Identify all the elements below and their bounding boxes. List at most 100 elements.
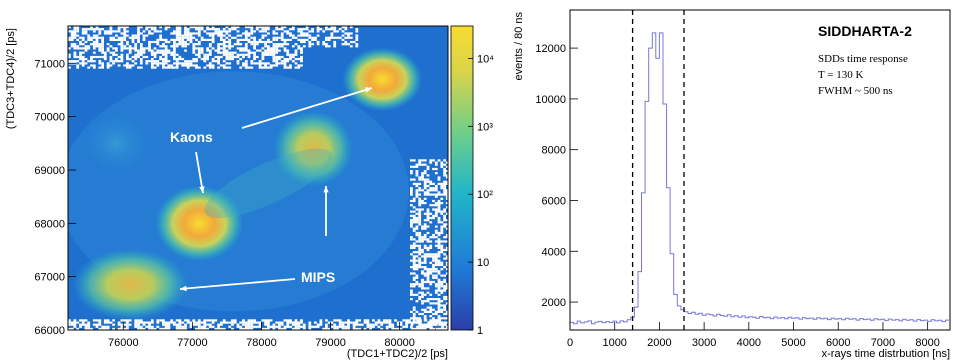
- sparse-bin: [429, 244, 433, 247]
- sparse-bin: [178, 62, 182, 65]
- sparse-bin: [208, 323, 212, 326]
- sparse-bin: [137, 319, 140, 322]
- sparse-bin: [445, 302, 448, 305]
- sparse-bin: [139, 319, 143, 322]
- sparse-bin: [418, 219, 422, 222]
- sparse-bin: [101, 45, 104, 48]
- sparse-bin: [283, 319, 287, 322]
- sparse-bin: [437, 306, 441, 309]
- sparse-bin: [101, 325, 104, 328]
- sparse-bin: [192, 47, 196, 50]
- sparse-bin: [358, 323, 361, 326]
- sparse-bin: [79, 325, 82, 328]
- sparse-bin: [347, 323, 350, 326]
- sparse-bin: [76, 47, 80, 50]
- sparse-bin: [142, 321, 146, 324]
- sparse-bin: [443, 167, 446, 171]
- sparse-bin: [419, 319, 422, 322]
- sparse-bin: [297, 327, 301, 330]
- sparse-bin: [327, 327, 331, 330]
- sparse-bin: [275, 64, 279, 67]
- sparse-bin: [426, 191, 430, 194]
- sparse-bin: [440, 283, 444, 286]
- sparse-bin: [429, 298, 433, 301]
- sparse-bin: [68, 26, 71, 29]
- sparse-bin: [87, 28, 91, 31]
- sparse-bin: [426, 246, 430, 249]
- sparse-bin: [195, 58, 198, 61]
- sparse-bin: [349, 321, 353, 324]
- sparse-bin: [424, 319, 428, 322]
- sparse-bin: [225, 53, 229, 56]
- sparse-bin: [434, 172, 438, 175]
- sparse-bin: [418, 197, 422, 200]
- sparse-bin: [418, 259, 422, 262]
- sparse-bin: [242, 327, 245, 330]
- sparse-bin: [421, 248, 424, 252]
- sparse-bin: [410, 293, 413, 296]
- sparse-bin: [426, 274, 430, 277]
- sparse-bin: [173, 323, 176, 326]
- sparse-bin: [247, 319, 251, 322]
- sparse-bin: [228, 325, 232, 328]
- sparse-bin: [415, 174, 419, 177]
- sparse-bin: [415, 170, 419, 173]
- sparse-bin: [255, 55, 259, 59]
- sparse-bin: [81, 64, 85, 67]
- sparse-bin: [372, 325, 375, 328]
- sparse-bin: [258, 49, 262, 52]
- sparse-bin: [426, 214, 430, 217]
- sparse-bin: [410, 321, 414, 324]
- sparse-bin: [289, 64, 292, 67]
- sparse-bin: [426, 310, 430, 313]
- sparse-bin: [418, 231, 422, 235]
- sparse-bin: [137, 30, 140, 33]
- sparse-bin: [426, 167, 430, 171]
- sparse-bin: [316, 34, 320, 37]
- sparse-bin: [159, 51, 162, 54]
- sparse-bin: [416, 319, 419, 322]
- sparse-bin: [443, 225, 446, 228]
- sparse-bin: [103, 51, 107, 54]
- sparse-bin: [421, 327, 424, 330]
- sparse-bin: [280, 43, 284, 46]
- sparse-bin: [377, 319, 381, 322]
- sparse-bin: [426, 178, 430, 181]
- sparse-bin: [297, 30, 301, 33]
- cluster-0: [342, 47, 423, 112]
- sparse-bin: [184, 28, 187, 31]
- sparse-bin: [423, 244, 427, 247]
- sparse-bin: [327, 45, 331, 48]
- sparse-bin: [322, 43, 326, 46]
- sparse-bin: [432, 270, 435, 273]
- sparse-bin: [432, 257, 435, 260]
- sparse-bin: [437, 246, 441, 249]
- sparse-bin: [419, 327, 422, 330]
- sparse-bin: [84, 47, 88, 50]
- sparse-bin: [112, 327, 115, 330]
- sparse-bin: [437, 255, 441, 258]
- sparse-bin: [239, 66, 243, 69]
- sparse-bin: [291, 36, 295, 39]
- sparse-bin: [432, 274, 435, 277]
- sparse-bin: [327, 321, 331, 324]
- sparse-bin: [214, 55, 218, 59]
- sparse-bin: [156, 30, 160, 33]
- sparse-bin: [84, 40, 88, 44]
- sparse-bin: [134, 323, 138, 326]
- sparse-bin: [423, 219, 427, 222]
- sparse-bin: [95, 40, 99, 44]
- sparse-bin: [418, 238, 422, 241]
- sparse-bin: [112, 30, 115, 33]
- sparse-bin: [344, 321, 348, 324]
- sparse-bin: [289, 66, 292, 69]
- sparse-bin: [250, 321, 254, 324]
- sparse-bin: [300, 51, 303, 54]
- sparse-bin: [186, 36, 190, 39]
- sparse-bin: [410, 246, 413, 249]
- sparse-bin: [325, 323, 328, 326]
- sparse-bin: [231, 53, 234, 56]
- sparse-bin: [173, 53, 176, 56]
- sparse-bin: [150, 319, 154, 322]
- sparse-bin: [192, 64, 196, 67]
